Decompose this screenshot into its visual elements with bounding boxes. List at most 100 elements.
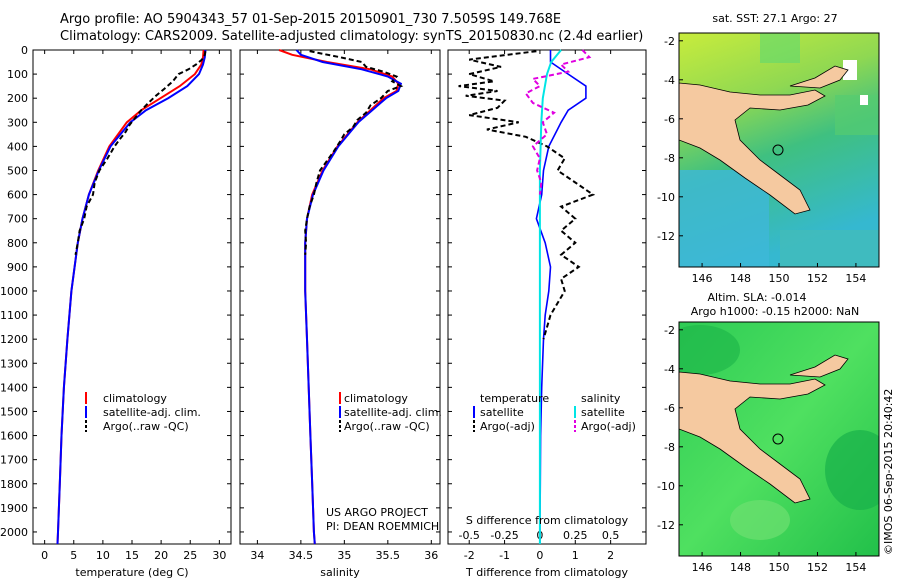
salinity-climatology-line [278,49,400,545]
depth-tick-label: 900 [7,261,28,274]
depth-tick-label: 1800 [0,478,28,491]
temperature-legend: climatology satellite-adj. clim. Argo(..… [85,392,201,433]
lon-tick-label: 154 [845,561,866,574]
depth-tick-label: 1100 [0,309,28,322]
lat-tick-label: -2 [664,324,675,337]
legend-satellite-label: satellite-adj. clim. [344,406,442,419]
salinity-plot-frame [239,49,441,545]
s-diff-satellite-line [538,49,562,544]
sst-patch [760,33,800,63]
x-tick-label: 34 [250,549,264,562]
difference-xlabel-top: S difference from climatology [466,514,629,527]
map-sla [679,322,879,556]
depth-tick-label: 800 [7,237,28,250]
depth-tick-label: 1000 [0,285,28,298]
title-line-1: Argo profile: AO 5904343_57 01-Sep-2015 … [60,12,562,27]
x-tick-label: -2 [464,549,475,562]
depth-tick-label: 1900 [0,502,28,515]
t-diff-argo-line [458,50,596,340]
depth-tick-label: 1600 [0,430,28,443]
depth-tick-label: 0 [21,44,28,57]
temperature-argo-line [74,51,207,255]
s-tick-label: 0.25 [563,529,588,542]
temperature-satellite-line [56,49,207,545]
lon-tick-label: 148 [730,561,751,574]
lon-tick-label: 152 [807,272,828,285]
sst-cloud-gap [843,60,857,80]
x-tick-label: 2 [607,549,614,562]
x-tick-label: 5 [70,549,77,562]
legend-argo-label: Argo(..raw -QC) [103,420,189,433]
x-tick-label: 1 [572,549,579,562]
legend-salinity-title: salinity [581,392,621,405]
s-tick-label: 0.5 [602,529,620,542]
depth-tick-label: 1400 [0,381,28,394]
legend-climatology-label: climatology [103,392,167,405]
sla-land-newguinea [679,371,826,504]
x-tick-label: 25 [183,549,197,562]
credit-line-2: PI: DEAN ROEMMICH [326,520,439,533]
legend-satellite-label: satellite-adj. clim. [103,406,201,419]
lat-tick-label: -4 [664,363,675,376]
t-diff-satellite-line [535,50,587,544]
difference-legend: temperature satellite Argo(-adj) salinit… [473,392,636,433]
lon-tick-label: 146 [692,272,713,285]
depth-tick-label: 500 [7,164,28,177]
x-tick-label: 15 [125,549,139,562]
x-tick-label: 0 [536,549,543,562]
map-top-title: sat. SST: 27.1 Argo: 27 [712,12,837,25]
x-tick-label: 35.5 [376,549,401,562]
depth-tick-label: 300 [7,116,28,129]
map-bottom-title-1: Altim. SLA: -0.014 [707,291,806,304]
depth-tick-label: 1300 [0,357,28,370]
x-tick-label: -1 [499,549,510,562]
temperature-plot-frame [32,49,232,545]
lat-tick-label: -6 [664,113,675,126]
legend-t-satellite-label: satellite [480,406,524,419]
lon-tick-label: 150 [769,561,790,574]
legend-argo-label: Argo(..raw -QC) [344,420,430,433]
depth-tick-label: 100 [7,68,28,81]
s-diff-argo-line [524,49,592,195]
sla-patch [825,430,879,510]
salinity-argo-line [304,50,404,255]
x-tick-label: 36 [424,549,438,562]
difference-xlabel-bottom: T difference from climatology [465,566,628,579]
x-tick-label: 0 [41,549,48,562]
depth-tick-label: 400 [7,140,28,153]
x-tick-label: 10 [96,549,110,562]
difference-plot-frame [447,49,647,545]
lat-tick-label: -12 [657,519,675,532]
lon-tick-label: 152 [807,561,828,574]
lat-tick-label: -2 [664,35,675,48]
depth-tick-label: 700 [7,213,28,226]
lat-tick-label: -10 [657,480,675,493]
sst-patch [780,230,879,267]
depth-tick-label: 1700 [0,454,28,467]
lon-tick-label: 146 [692,561,713,574]
lon-tick-label: 150 [769,272,790,285]
legend-t-argo-label: Argo(-adj) [480,420,535,433]
sst-patch [679,170,769,267]
sla-land-newbritain [789,354,849,378]
salinity-legend: climatology satellite-adj. clim. Argo(..… [339,392,442,433]
x-tick-label: 20 [154,549,168,562]
credit-line-1: US ARGO PROJECT [326,506,428,519]
sst-argo-position [772,144,784,156]
legend-s-argo-label: Argo(-adj) [581,420,636,433]
salinity-satellite-line [295,49,403,545]
s-tick-label: -0.25 [490,529,518,542]
lat-tick-label: -6 [664,402,675,415]
imos-watermark: ©IMOS 06-Sep-2015 20:40:42 [882,388,895,555]
legend-climatology-label: climatology [344,392,408,405]
sla-patch [679,325,740,375]
lat-tick-label: -12 [657,230,675,243]
x-tick-label: 34.5 [289,549,314,562]
sst-land-newguinea [679,82,826,215]
temperature-xlabel: temperature (deg C) [75,566,188,579]
depth-tick-label: 600 [7,189,28,202]
legend-temperature-title: temperature [480,392,549,405]
legend-s-satellite-label: satellite [581,406,625,419]
salinity-xlabel: salinity [320,566,360,579]
